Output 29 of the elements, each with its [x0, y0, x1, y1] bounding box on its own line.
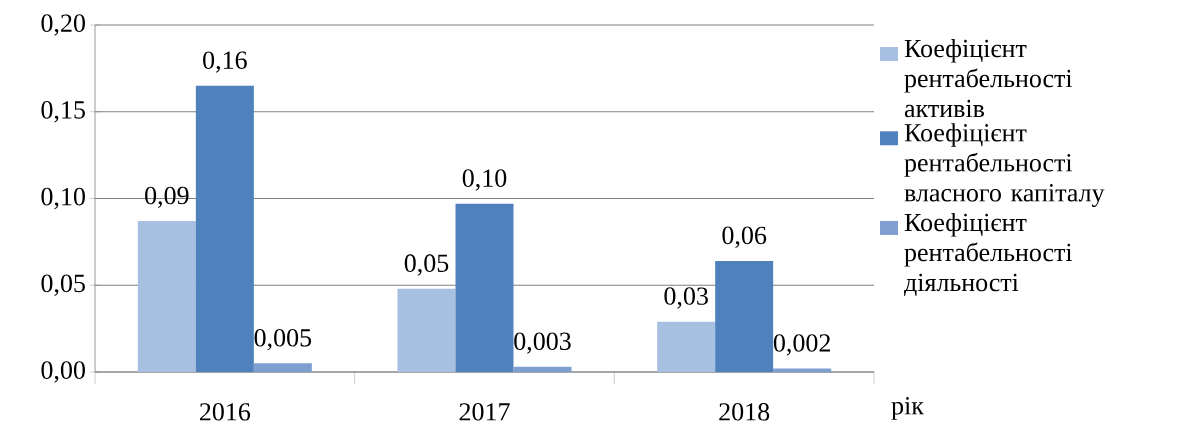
data-label: 0,003	[514, 332, 571, 354]
x-tick-label: 2017	[459, 403, 510, 421]
y-tick-label: 0,15	[41, 101, 85, 123]
data-label: 0,09	[145, 186, 189, 209]
bar	[253, 363, 312, 372]
bar	[195, 85, 254, 372]
data-label: 0,03	[664, 287, 708, 309]
legend-label: Коефіцієнт рентабельності діяльності	[904, 212, 1073, 296]
data-label: 0,06	[722, 226, 767, 248]
bar	[137, 221, 196, 372]
x-tick-label: 2016	[199, 403, 251, 421]
bar	[715, 260, 774, 372]
x-axis-title: рік	[891, 397, 924, 420]
legend-label: Коефіцієнт рентабельності активів	[904, 39, 1073, 118]
y-tick-label: 0,10	[41, 187, 85, 210]
x-tick-label: 2018	[719, 403, 770, 421]
data-label: 0,05	[404, 254, 449, 276]
y-tick-label: 0,20	[41, 14, 85, 36]
bar	[513, 366, 572, 372]
bar	[455, 203, 514, 372]
y-tick-label: 0,00	[41, 361, 85, 383]
bar	[657, 321, 716, 372]
bar	[397, 288, 456, 372]
data-label: 0,002	[773, 334, 830, 356]
y-tick-label: 0,05	[41, 274, 85, 296]
data-label: 0,10	[462, 169, 507, 191]
legend-label: Коефіцієнт рентабельності власного капіталу	[904, 123, 1105, 207]
data-label: 0,005	[254, 328, 312, 351]
data-label: 0,16	[203, 51, 247, 73]
